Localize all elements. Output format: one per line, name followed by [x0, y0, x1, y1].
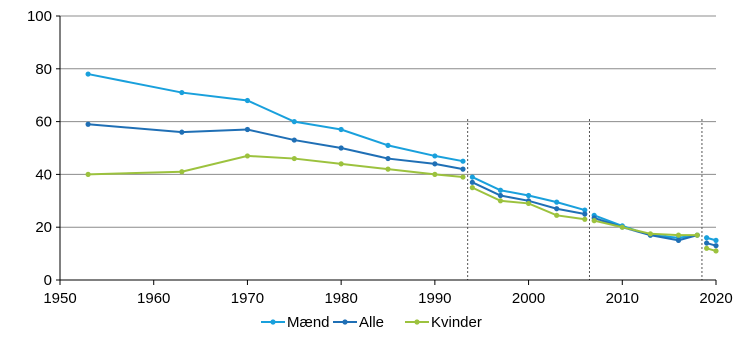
data-point-kvinder	[675, 232, 682, 238]
x-tick-label: 2020	[699, 290, 732, 307]
data-point-alle	[582, 211, 588, 217]
data-point-m-nd	[525, 192, 532, 199]
data-point-m-nd	[385, 142, 391, 148]
data-point-kvinder	[591, 218, 597, 224]
y-tick-label: 20	[35, 219, 52, 236]
x-tick-label: 1990	[418, 290, 451, 307]
data-point-kvinder	[713, 248, 719, 254]
data-point-alle	[713, 243, 719, 249]
x-tick-label: 1960	[137, 290, 170, 307]
data-point-m-nd	[291, 119, 297, 125]
data-point-kvinder	[385, 166, 391, 172]
x-tick-label: 1980	[324, 290, 357, 307]
data-point-kvinder	[704, 245, 710, 251]
legend-item-alle: Alle	[333, 314, 384, 331]
x-tick-label: 1950	[43, 290, 76, 307]
legend-swatch-marker	[270, 319, 276, 325]
grid-layer	[60, 15, 716, 228]
data-point-m-nd	[338, 126, 344, 133]
data-point-kvinder	[432, 171, 438, 177]
legend-item-m-nd: Mænd	[261, 314, 330, 331]
data-point-alle	[460, 166, 466, 172]
data-point-m-nd	[713, 237, 719, 243]
series-line-m-nd	[87, 73, 464, 163]
data-point-alle	[291, 137, 297, 143]
data-point-m-nd	[704, 235, 710, 241]
data-point-alle	[432, 161, 438, 167]
data-point-m-nd	[469, 174, 475, 180]
data-point-alle	[497, 192, 504, 199]
series-layer	[85, 71, 719, 254]
data-point-alle	[244, 126, 251, 133]
x-tick-label: 2010	[606, 290, 639, 307]
data-point-kvinder	[244, 153, 251, 159]
x-tick-label: 1970	[231, 290, 264, 307]
data-point-kvinder	[525, 200, 532, 207]
data-point-kvinder	[338, 161, 344, 167]
axis-layer: 0 20 40 60 80 100 1950 1960 1970 1980 1990 2000 2010…	[27, 8, 733, 307]
data-point-kvinder	[647, 231, 654, 237]
data-point-alle	[179, 129, 185, 135]
y-tick-label: 80	[35, 61, 52, 78]
data-point-kvinder	[179, 169, 185, 175]
legend: Mænd Alle Kvinder	[261, 314, 482, 331]
series-line-kvinder	[88, 154, 464, 179]
y-tick-label: 40	[35, 166, 52, 183]
data-point-kvinder	[582, 216, 588, 222]
legend-swatch-marker	[414, 319, 420, 325]
data-point-m-nd	[179, 89, 185, 96]
series-line-alle	[88, 123, 464, 171]
data-point-m-nd	[85, 71, 91, 77]
legend-label: Kvinder	[431, 314, 482, 331]
legend-item-kvinder: Kvinder	[405, 314, 482, 331]
data-point-alle	[704, 240, 710, 246]
data-point-m-nd	[244, 97, 251, 104]
data-point-m-nd	[582, 207, 588, 213]
data-point-kvinder	[619, 224, 625, 230]
data-point-kvinder	[694, 232, 700, 238]
data-point-kvinder	[460, 174, 466, 180]
data-point-kvinder	[291, 155, 297, 162]
data-point-alle	[554, 206, 560, 212]
data-point-alle	[675, 237, 682, 243]
data-point-kvinder	[554, 212, 560, 218]
series-line-alle	[471, 181, 585, 215]
y-tick-label: 100	[27, 8, 52, 25]
series-break-layer	[467, 118, 703, 280]
legend-label: Mænd	[287, 314, 330, 331]
y-tick-label: 60	[35, 114, 52, 131]
y-tick-label: 0	[44, 272, 52, 289]
data-point-m-nd	[460, 158, 466, 164]
data-point-alle	[338, 145, 344, 151]
data-point-m-nd	[497, 187, 504, 193]
data-point-kvinder	[85, 171, 91, 177]
data-point-m-nd	[554, 199, 560, 205]
data-point-m-nd	[432, 153, 438, 159]
legend-label: Alle	[359, 314, 384, 331]
x-tick-label: 2000	[512, 290, 545, 307]
data-point-kvinder	[497, 198, 504, 204]
data-point-alle	[385, 155, 391, 162]
data-point-alle	[85, 121, 91, 127]
data-point-kvinder	[469, 185, 475, 191]
data-point-alle	[469, 179, 475, 185]
legend-swatch-marker	[342, 319, 348, 325]
